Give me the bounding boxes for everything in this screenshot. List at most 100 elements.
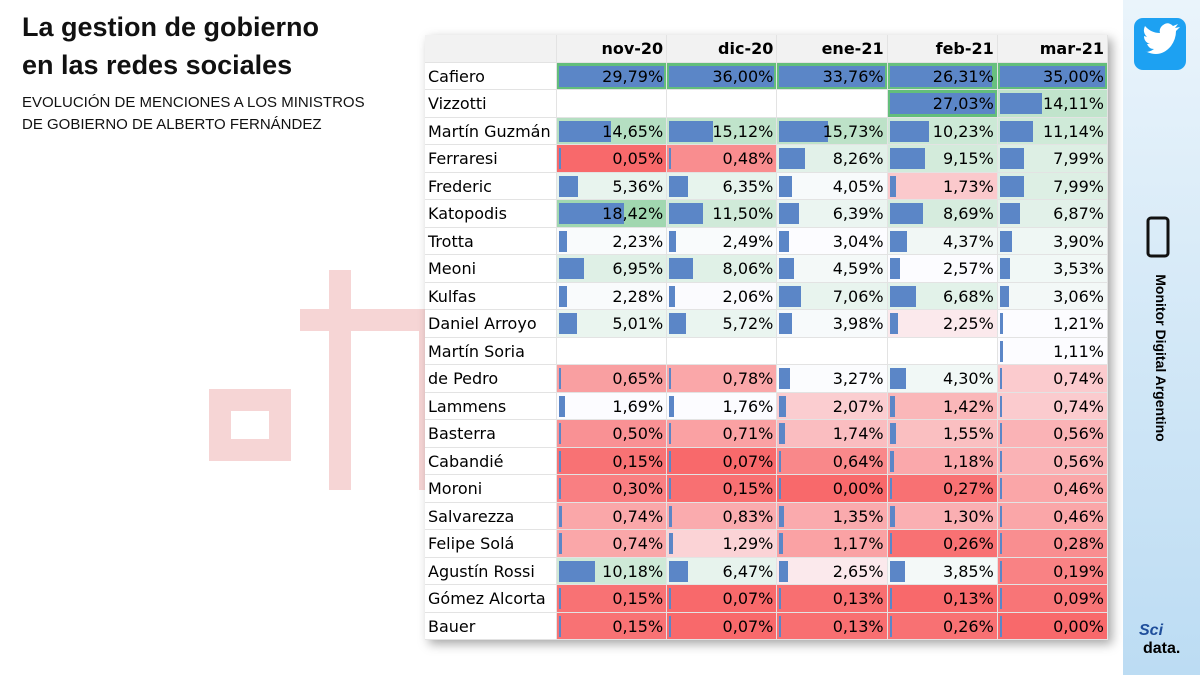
cell-value: 3,85% bbox=[942, 561, 994, 581]
title: La gestion de gobierno bbox=[22, 12, 320, 42]
cell-value: 9,15% bbox=[942, 149, 994, 168]
data-bar bbox=[779, 313, 792, 334]
row-label: Ferraresi bbox=[425, 145, 557, 173]
data-bar bbox=[999, 203, 1021, 224]
cell-value: 1,55% bbox=[942, 424, 994, 443]
cell-value: 2,23% bbox=[612, 231, 664, 251]
data-bar bbox=[889, 615, 892, 637]
value-cell: 0,74% bbox=[557, 530, 668, 558]
cell-value: 1,73% bbox=[942, 176, 994, 196]
data-bar bbox=[779, 285, 802, 307]
value-cell: 1,55% bbox=[887, 420, 998, 448]
value-cell: 0,50% bbox=[557, 420, 668, 448]
data-bar bbox=[669, 120, 714, 142]
cell-value: 5,72% bbox=[722, 314, 774, 333]
value-cell: 0,74% bbox=[557, 502, 668, 530]
data-bar bbox=[559, 175, 578, 197]
value-cell: 1,76% bbox=[667, 392, 778, 420]
cell-value: 3,06% bbox=[1053, 286, 1104, 306]
value-cell: 1,30% bbox=[887, 502, 998, 530]
data-bar bbox=[559, 148, 561, 169]
cell-value: 33,76% bbox=[822, 66, 884, 86]
cell-value: 7,06% bbox=[832, 286, 884, 306]
cell-value: 4,59% bbox=[832, 259, 884, 278]
data-bar bbox=[669, 285, 676, 307]
value-cell: 35,00% bbox=[997, 62, 1108, 90]
data-bar bbox=[559, 615, 561, 637]
value-cell: 2,28% bbox=[557, 282, 668, 310]
value-cell: 0,48% bbox=[667, 145, 778, 173]
row-label: Trotta bbox=[425, 227, 557, 255]
data-bar bbox=[779, 368, 790, 389]
row-label: Cafiero bbox=[425, 62, 557, 90]
value-cell: 1,17% bbox=[777, 530, 888, 558]
value-cell: 6,95% bbox=[557, 255, 668, 283]
row-label: Moroni bbox=[425, 475, 557, 503]
cell-value: 0,83% bbox=[722, 506, 774, 526]
cell-value: 1,29% bbox=[722, 534, 774, 553]
row-label: Salvarezza bbox=[425, 502, 557, 530]
value-cell: 6,39% bbox=[777, 200, 888, 228]
value-cell: 1,42% bbox=[887, 392, 998, 420]
cell-value: 4,37% bbox=[942, 231, 994, 251]
cell-value: 0,15% bbox=[612, 589, 664, 608]
value-cell: 18,42% bbox=[557, 200, 668, 228]
value-cell: 0,13% bbox=[777, 585, 888, 613]
cell-value: 0,74% bbox=[612, 506, 664, 526]
cell-value: 11,14% bbox=[1042, 121, 1104, 141]
row-label: de Pedro bbox=[425, 365, 557, 393]
cell-value: 0,74% bbox=[1053, 369, 1104, 388]
data-bar bbox=[889, 120, 930, 142]
data-bar bbox=[669, 203, 703, 224]
row-label: Daniel Arroyo bbox=[425, 310, 557, 338]
data-bar bbox=[779, 423, 785, 444]
cell-value: 3,53% bbox=[1053, 259, 1104, 278]
cell-value: 1,30% bbox=[942, 506, 994, 526]
cell-value: 1,18% bbox=[942, 451, 994, 471]
value-cell: 2,65% bbox=[777, 557, 888, 585]
data-bar bbox=[779, 450, 782, 472]
cell-value: 2,57% bbox=[942, 259, 994, 278]
value-cell: 0,56% bbox=[997, 420, 1108, 448]
value-cell: 8,26% bbox=[777, 145, 888, 173]
watermark bbox=[209, 270, 441, 490]
value-cell: 0,13% bbox=[777, 612, 888, 640]
cell-value: 35,00% bbox=[1042, 66, 1104, 86]
value-cell: 1,11% bbox=[997, 337, 1108, 365]
row-label: Lammens bbox=[425, 392, 557, 420]
value-cell: 1,29% bbox=[667, 530, 778, 558]
value-cell: 5,36% bbox=[557, 172, 668, 200]
value-cell: 1,73% bbox=[887, 172, 998, 200]
value-cell: 2,57% bbox=[887, 255, 998, 283]
data-bar bbox=[779, 588, 782, 609]
column-header: ene-21 bbox=[777, 35, 888, 63]
value-cell: 0,00% bbox=[777, 475, 888, 503]
data-bar bbox=[559, 120, 611, 142]
data-bar bbox=[669, 175, 688, 197]
cell-value: 1,69% bbox=[612, 396, 664, 416]
value-cell: 4,05% bbox=[777, 172, 888, 200]
empty-cell bbox=[777, 337, 888, 365]
data-bar bbox=[889, 450, 895, 472]
value-cell: 0,26% bbox=[887, 530, 998, 558]
data-bar bbox=[999, 285, 1009, 307]
data-bar bbox=[889, 560, 905, 582]
cell-value: 0,15% bbox=[612, 451, 664, 471]
data-bar bbox=[779, 478, 782, 499]
sidebar: Monitor Digital Argentino Sci data. bbox=[1123, 0, 1200, 675]
value-cell: 5,01% bbox=[557, 310, 668, 338]
subtitle: DE GOBIERNO DE ALBERTO FERNÁNDEZ bbox=[22, 116, 322, 133]
row-label: Felipe Solá bbox=[425, 530, 557, 558]
cell-value: 0,15% bbox=[612, 616, 664, 636]
row-label: Frederic bbox=[425, 172, 557, 200]
cell-value: 26,31% bbox=[932, 66, 994, 86]
cell-value: 3,27% bbox=[832, 369, 884, 388]
cell-value: 2,65% bbox=[832, 561, 884, 581]
cell-value: 1,11% bbox=[1053, 341, 1104, 361]
cell-value: 0,00% bbox=[832, 479, 884, 498]
value-cell: 8,06% bbox=[667, 255, 778, 283]
data-bar bbox=[559, 588, 561, 609]
row-label: Kulfas bbox=[425, 282, 557, 310]
data-bar bbox=[559, 313, 577, 334]
row-label: Gómez Alcorta bbox=[425, 585, 557, 613]
